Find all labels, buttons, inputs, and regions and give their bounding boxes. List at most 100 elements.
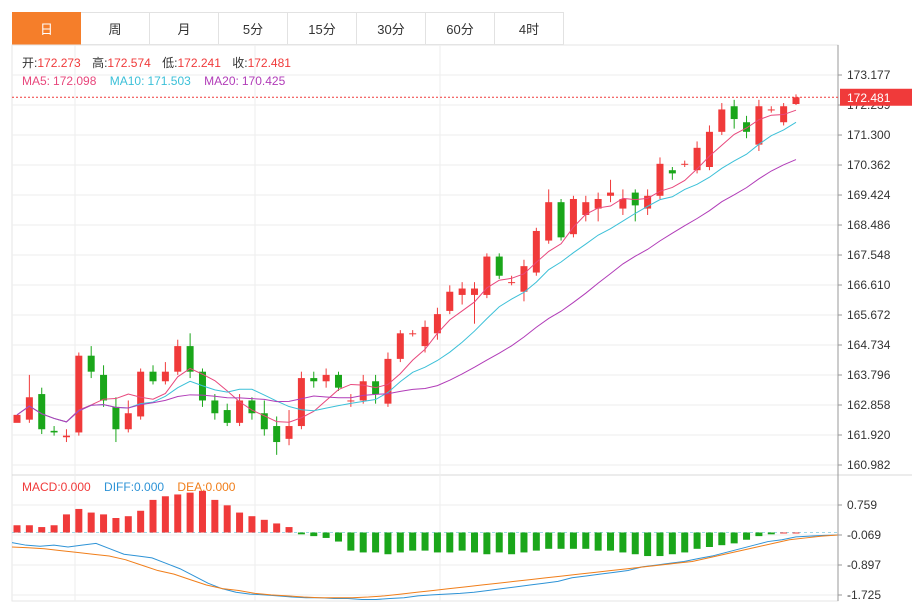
macd-bar-up bbox=[792, 532, 800, 534]
macd-bar-down bbox=[347, 532, 355, 551]
candle-up bbox=[532, 230, 540, 273]
macd-bar-down bbox=[619, 532, 627, 553]
price-tick-label: 173.177 bbox=[847, 68, 891, 82]
candle-down bbox=[260, 413, 268, 430]
macd-bar-down bbox=[582, 532, 590, 549]
macd-bar-down bbox=[433, 532, 441, 553]
candle-up bbox=[75, 355, 83, 433]
macd-bar-down bbox=[409, 532, 417, 551]
timeframe-tabs: 日 周 月 5分 15分 30分 60分 4时 bbox=[12, 12, 564, 45]
dea-value: 0.000 bbox=[205, 480, 235, 494]
ma20-line bbox=[16, 159, 797, 423]
candle-up bbox=[396, 333, 404, 359]
tab-4hour[interactable]: 4时 bbox=[495, 12, 564, 45]
candle-down bbox=[495, 256, 503, 276]
ma10-value: 171.503 bbox=[147, 74, 191, 88]
price-tick-label: 164.734 bbox=[847, 338, 891, 352]
dea-label: DEA: bbox=[177, 480, 205, 494]
close-label: 收: bbox=[232, 56, 247, 70]
macd-bar-down bbox=[705, 532, 713, 547]
macd-bar-down bbox=[767, 532, 775, 535]
macd-bar-down bbox=[396, 532, 404, 553]
macd-bar-up bbox=[13, 525, 21, 533]
ma20-value: 170.425 bbox=[242, 74, 286, 88]
last-price-text: 172.481 bbox=[847, 91, 891, 105]
low-value: 172.241 bbox=[178, 56, 222, 70]
candle-up bbox=[693, 147, 701, 171]
candle-up bbox=[409, 333, 417, 335]
high-value: 172.574 bbox=[107, 56, 151, 70]
ma10-line bbox=[16, 121, 797, 423]
candle-up bbox=[656, 163, 664, 196]
macd-bar-up bbox=[124, 516, 132, 533]
candle-down bbox=[334, 374, 342, 388]
macd-bar-down bbox=[384, 532, 392, 555]
macd-bar-down bbox=[668, 532, 676, 555]
macd-bar-down bbox=[607, 532, 615, 551]
ma5-label: MA5: bbox=[22, 74, 50, 88]
diff-line bbox=[11, 534, 839, 601]
macd-bar-down bbox=[681, 532, 689, 553]
candle-up bbox=[520, 266, 528, 292]
candle-up bbox=[446, 291, 454, 311]
macd-bar-up bbox=[161, 496, 169, 533]
candle-up bbox=[13, 414, 21, 423]
candle-down bbox=[668, 170, 676, 174]
price-tick-label: 165.672 bbox=[847, 308, 891, 322]
candle-up bbox=[297, 378, 305, 427]
macd-bar-up bbox=[198, 490, 206, 533]
candle-down bbox=[223, 410, 231, 423]
dea-line bbox=[11, 534, 839, 599]
candle-up bbox=[644, 195, 652, 209]
macd-bar-up bbox=[223, 505, 231, 533]
tab-day[interactable]: 日 bbox=[12, 12, 81, 45]
grid-lines bbox=[11, 44, 912, 602]
price-tick-label: 166.610 bbox=[847, 278, 891, 292]
tab-15min[interactable]: 15分 bbox=[288, 12, 357, 45]
macd-bar-down bbox=[446, 532, 454, 553]
candle-down bbox=[557, 202, 565, 238]
ohlc-header: 开:172.273 高:172.574 低:172.241 收:172.481 bbox=[22, 55, 291, 70]
candle-down bbox=[730, 106, 738, 120]
price-tick-label: 171.300 bbox=[847, 128, 891, 142]
tab-60min[interactable]: 60分 bbox=[426, 12, 495, 45]
macd-bar-up bbox=[137, 510, 145, 533]
macd-bar-up bbox=[25, 525, 33, 533]
candle-down bbox=[743, 122, 751, 132]
candle-up bbox=[62, 435, 70, 438]
macd-tick-label: -0.069 bbox=[847, 528, 881, 542]
macd-bar-up bbox=[149, 499, 157, 533]
tab-month[interactable]: 月 bbox=[150, 12, 219, 45]
candle-down bbox=[87, 355, 95, 372]
candle-up bbox=[483, 256, 491, 295]
ma5-value: 172.098 bbox=[53, 74, 97, 88]
macd-bar-down bbox=[372, 532, 380, 553]
macd-tick-label: 0.759 bbox=[847, 498, 877, 512]
candle-up bbox=[322, 374, 330, 382]
macd-bar-up bbox=[248, 516, 256, 533]
candle-down bbox=[149, 371, 157, 382]
price-tick-label: 167.548 bbox=[847, 248, 891, 262]
macd-bar-up bbox=[211, 499, 219, 533]
macd-bar-up bbox=[112, 518, 120, 533]
macd-bar-up bbox=[780, 532, 788, 534]
candle-up bbox=[508, 282, 516, 284]
price-axis: 173.177172.239171.300170.362169.424168.4… bbox=[837, 45, 891, 602]
macd-bar-up bbox=[260, 519, 268, 533]
macd-bar-down bbox=[520, 532, 528, 553]
candle-up bbox=[792, 97, 800, 105]
macd-value: 0.000 bbox=[61, 480, 91, 494]
candle-down bbox=[631, 192, 639, 206]
candle-up bbox=[174, 346, 182, 372]
ma-header: MA5: 172.098 MA10: 171.503 MA20: 170.425 bbox=[22, 74, 286, 88]
tab-5min[interactable]: 5分 bbox=[219, 12, 288, 45]
candle-up bbox=[347, 400, 355, 402]
candles bbox=[13, 94, 800, 455]
price-tick-label: 162.858 bbox=[847, 398, 891, 412]
macd-bar-down bbox=[322, 532, 330, 538]
candle-up bbox=[458, 288, 466, 295]
candle-up bbox=[545, 202, 553, 241]
macd-bar-down bbox=[730, 532, 738, 544]
macd-bar-up bbox=[87, 512, 95, 533]
